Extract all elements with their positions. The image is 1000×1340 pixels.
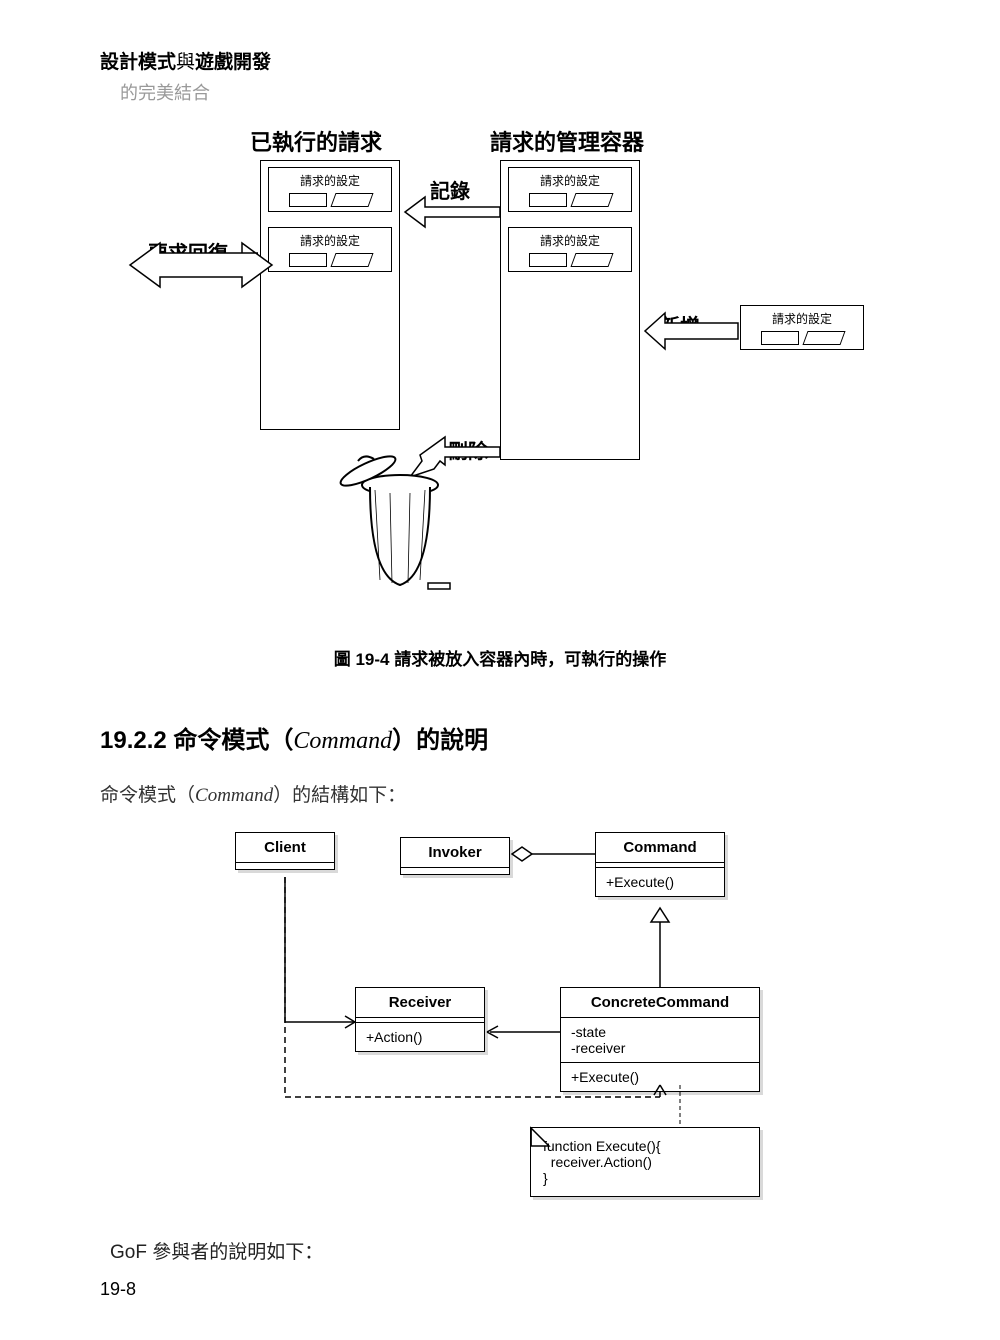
section-number: 19.2.2	[100, 727, 167, 754]
intro-text: 命令模式（Command）的結構如下：	[100, 780, 900, 807]
header-light: 與	[176, 52, 195, 73]
section-title-italic: Command	[293, 728, 392, 754]
page-number: 19-8	[100, 1279, 136, 1300]
section-title-post: ）的說明	[392, 727, 488, 754]
uml-diagram: Client Invoker Command +Execute() Receiv…	[140, 832, 860, 1202]
header-title: 設計模式與遊戲開發	[100, 50, 900, 77]
header-strong2: 遊戲開發	[195, 52, 271, 73]
header-strong1: 設計模式	[100, 52, 176, 73]
header-subtitle: 的完美結合	[120, 79, 900, 105]
footer-text: GoF 參與者的說明如下：	[110, 1237, 900, 1264]
page-header: 設計模式與遊戲開發 的完美結合	[100, 50, 900, 105]
diagram-request-container: 已執行的請求 請求的管理容器 請求的設定 請求的設定 請求的設定 請求的設定 請…	[100, 125, 900, 625]
section-title-pre: 命令模式（	[167, 727, 294, 754]
intro-italic: Command	[195, 785, 273, 806]
intro-pre: 命令模式（	[100, 785, 195, 806]
d1-svg-overlay	[100, 125, 900, 625]
section-heading: 19.2.2 命令模式（Command）的說明	[100, 720, 900, 755]
intro-post: ）的結構如下：	[273, 785, 406, 806]
uml-connectors	[140, 832, 860, 1202]
trash-icon	[337, 451, 450, 589]
figure-caption: 圖 19-4 請求被放入容器內時，可執行的操作	[100, 645, 900, 670]
